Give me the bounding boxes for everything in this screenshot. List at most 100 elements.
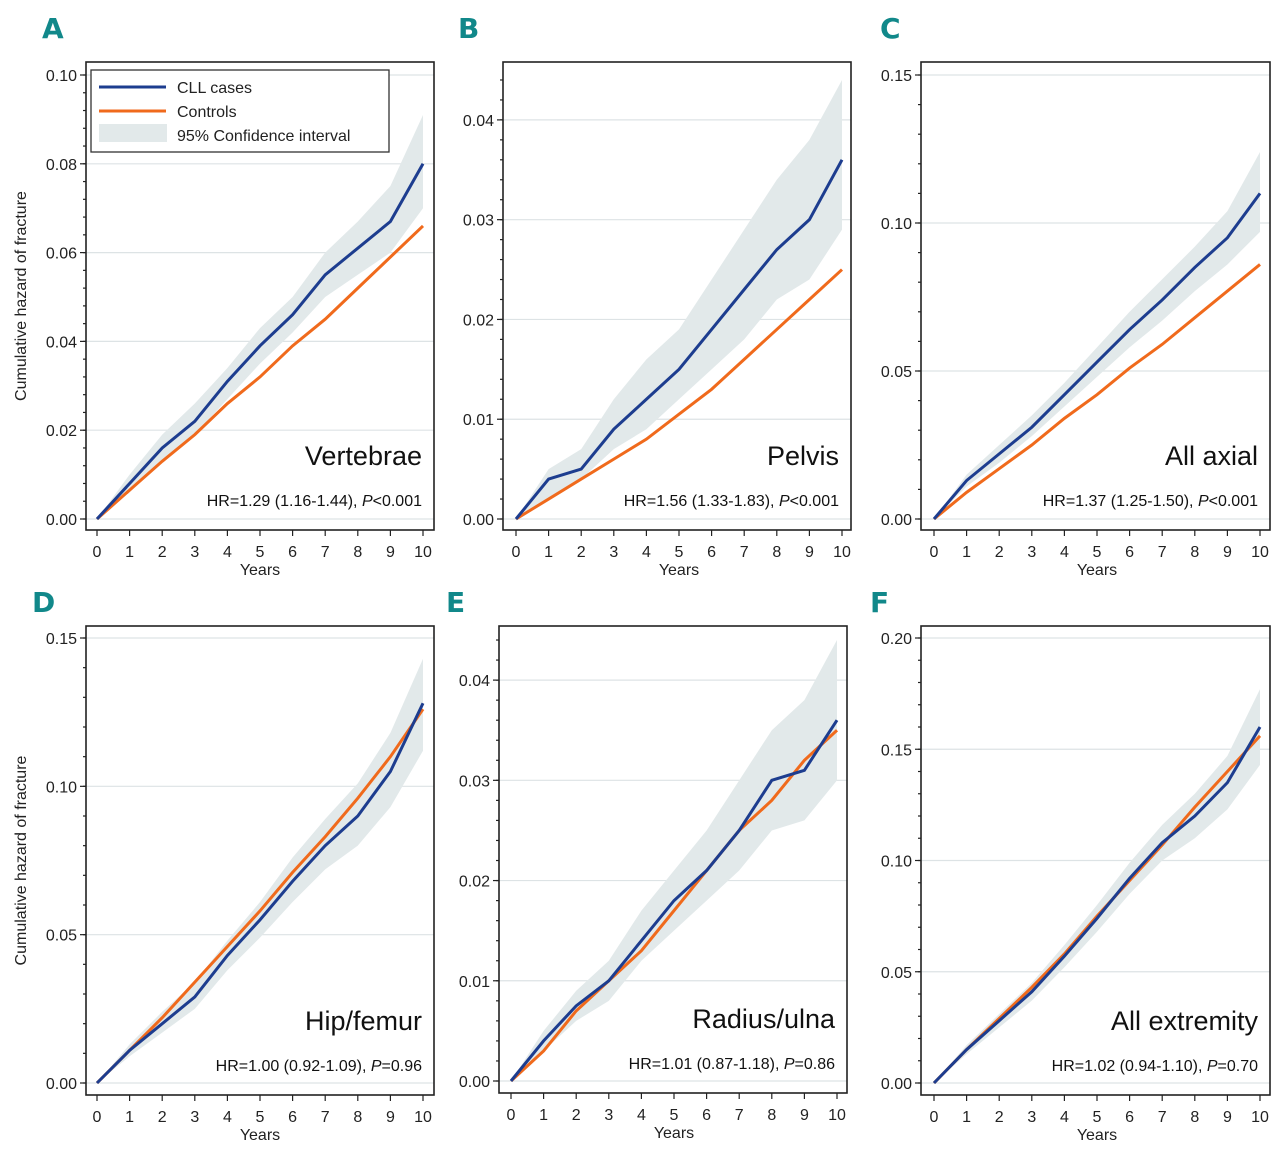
p-label: P xyxy=(1198,493,1209,510)
y-tick-label: 0.00 xyxy=(881,1076,912,1093)
x-tick-label: 5 xyxy=(670,1107,679,1124)
x-tick-label: 4 xyxy=(223,544,232,561)
panel-d: D 0.00 0.05 0.10 0.15 0 1 2 3 4 5 6 7 8 9 10 Years Cumula… xyxy=(13,586,435,1144)
hr-text: HR=1.02 (0.94-1.10), xyxy=(1052,1058,1207,1075)
x-tick-label: 8 xyxy=(1190,544,1199,561)
x-tick-label: 6 xyxy=(288,544,297,561)
x-tick-label: 2 xyxy=(577,544,586,561)
x-tick-label: 3 xyxy=(1027,1109,1036,1126)
y-tick-label: 0.04 xyxy=(46,334,77,351)
plot-frame xyxy=(85,61,435,531)
x-tick-label: 8 xyxy=(767,1107,776,1124)
fracture-site-label: Hip/femur xyxy=(305,1006,422,1036)
p-value: =0.86 xyxy=(795,1056,836,1073)
p-label: P xyxy=(371,1058,382,1075)
y-tick-label: 0.01 xyxy=(459,974,490,991)
x-tick-label: 3 xyxy=(1027,544,1036,561)
x-tick-label: 4 xyxy=(637,1107,646,1124)
x-tick-label: 5 xyxy=(675,544,684,561)
controls-line xyxy=(509,729,839,1083)
hr-text: HR=1.56 (1.33-1.83), xyxy=(624,493,779,510)
p-value: <0.001 xyxy=(790,493,839,510)
p-value: <0.001 xyxy=(373,493,422,510)
hazard-ratio-annotation: HR=1.56 (1.33-1.83), P<0.001 xyxy=(624,493,839,510)
x-tick-label: 2 xyxy=(995,544,1004,561)
panel-e: E 0.00 0.01 0.02 0.03 0.04 0 1 2 3 4 5 6 7 8 9 10 Years Ra… xyxy=(446,586,848,1142)
x-tick-label: 2 xyxy=(572,1107,581,1124)
x-tick-label: 0 xyxy=(930,1109,939,1126)
y-tick-label: 0.05 xyxy=(881,364,912,381)
y-tick-label: 0.00 xyxy=(459,1074,490,1091)
x-tick-label: 4 xyxy=(1060,544,1069,561)
y-tick-label: 0.10 xyxy=(46,68,77,85)
x-tick-label: 9 xyxy=(805,544,814,561)
x-tick-label: 9 xyxy=(1223,544,1232,561)
panel-letter: B xyxy=(458,12,479,45)
x-tick-label: 0 xyxy=(93,1109,102,1126)
x-tick-label: 3 xyxy=(604,1107,613,1124)
x-tick-label: 0 xyxy=(512,544,521,561)
x-tick-label: 10 xyxy=(1251,1109,1269,1126)
legend-controls-label: Controls xyxy=(177,104,237,121)
x-tick-label: 6 xyxy=(702,1107,711,1124)
cll-cases-line xyxy=(514,159,844,520)
p-label: P xyxy=(779,493,790,510)
ci-band xyxy=(97,114,423,520)
x-tick-label: 1 xyxy=(544,544,553,561)
x-tick-label: 4 xyxy=(223,1109,232,1126)
y-tick-label: 0.06 xyxy=(46,246,77,263)
x-tick-label: 7 xyxy=(321,544,330,561)
p-label: P xyxy=(362,493,373,510)
panel-letter: F xyxy=(870,586,889,619)
x-tick-label: 0 xyxy=(507,1107,516,1124)
panel-f: F 0.00 0.05 0.10 0.15 0.20 0 1 2 3 4 5 6 7 8 9 10 Years Al… xyxy=(870,586,1271,1144)
x-tick-label: 1 xyxy=(125,1109,134,1126)
p-value: =0.96 xyxy=(382,1058,423,1075)
hazard-ratio-annotation: HR=1.29 (1.16-1.44), P<0.001 xyxy=(207,493,422,510)
x-tick-label: 6 xyxy=(1125,1109,1134,1126)
y-tick-label: 0.02 xyxy=(46,423,77,440)
x-tick-label: 0 xyxy=(930,544,939,561)
panel-b: B 0.00 0.01 0.02 0.03 0.04 0 1 2 3 4 5 6 7 8 9 10 Years Pe… xyxy=(458,12,852,579)
x-tick-label: 7 xyxy=(1158,1109,1167,1126)
fracture-site-label: All axial xyxy=(1165,441,1258,471)
x-tick-label: 8 xyxy=(353,1109,362,1126)
y-tick-label: 0.20 xyxy=(881,631,912,648)
x-tick-label: 8 xyxy=(353,544,362,561)
y-tick-label: 0.05 xyxy=(881,965,912,982)
legend-cll-label: CLL cases xyxy=(177,80,252,97)
x-tick-label: 6 xyxy=(288,1109,297,1126)
y-axis-label: Cumulative hazard of fracture xyxy=(13,191,30,401)
y-tick-label: 0.05 xyxy=(46,928,77,945)
y-tick-label: 0.10 xyxy=(46,779,77,796)
x-tick-label: 4 xyxy=(642,544,651,561)
x-tick-label: 10 xyxy=(828,1107,846,1124)
hazard-ratio-annotation: HR=1.37 (1.25-1.50), P<0.001 xyxy=(1043,493,1258,510)
y-tick-label: 0.03 xyxy=(463,213,494,230)
panel-a: A 0.00 0.02 0.04 0.06 0.08 0.10 0 1 2 3 4 5 6 7 8 9 10 Yea… xyxy=(13,12,435,579)
legend-ci-swatch xyxy=(99,124,167,142)
cll-cases-line xyxy=(95,163,425,521)
x-tick-label: 7 xyxy=(321,1109,330,1126)
y-tick-label: 0.03 xyxy=(459,773,490,790)
fracture-site-label: Radius/ulna xyxy=(692,1004,836,1034)
cll-cases-line xyxy=(932,726,1262,1085)
x-tick-label: 5 xyxy=(1093,544,1102,561)
panel-letter: E xyxy=(446,586,465,619)
x-axis-label: Years xyxy=(240,1127,280,1144)
y-tick-label: 0.10 xyxy=(881,854,912,871)
x-tick-label: 0 xyxy=(93,544,102,561)
plot-frame xyxy=(498,625,848,1094)
x-tick-label: 9 xyxy=(386,1109,395,1126)
y-tick-label: 0.15 xyxy=(881,68,912,85)
x-tick-label: 7 xyxy=(740,544,749,561)
y-tick-label: 0.00 xyxy=(46,1076,77,1093)
y-tick-label: 0.00 xyxy=(881,512,912,529)
x-tick-label: 5 xyxy=(1093,1109,1102,1126)
x-tick-label: 10 xyxy=(1251,544,1269,561)
x-tick-label: 1 xyxy=(539,1107,548,1124)
plot-frame xyxy=(920,625,1271,1096)
hr-text: HR=1.37 (1.25-1.50), xyxy=(1043,493,1198,510)
y-tick-label: 0.10 xyxy=(881,216,912,233)
